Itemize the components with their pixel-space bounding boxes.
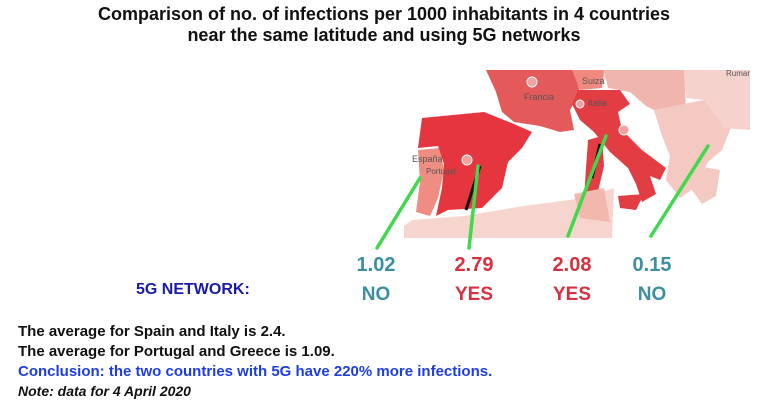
stat-portugal-value: 1.02 [356, 254, 396, 276]
map-greece [692, 166, 720, 204]
title-line-2: near the same latitude and using 5G netw… [187, 25, 581, 45]
map-north-africa [404, 188, 614, 238]
map-label-france: Francia [524, 92, 554, 102]
notes-block: The average for Spain and Italy is 2.4. … [18, 322, 758, 400]
map-portugal [416, 148, 444, 216]
pointer-line-spain [467, 164, 480, 250]
map-dot-rome [618, 124, 630, 136]
map-switzerland [572, 70, 604, 90]
stat-portugal: 1.02 NO [326, 252, 426, 308]
map-label-switzerland: Suiza [582, 76, 605, 86]
map-central-europe [604, 70, 686, 116]
map-dot-madrid [461, 154, 473, 166]
map-label-spain: España [412, 154, 443, 164]
map-sicily [618, 194, 644, 210]
map-france [486, 70, 580, 132]
stat-spain-value: 2.79 [454, 254, 494, 276]
note-line-2: The average for Portugal and Greece is 1… [18, 343, 335, 360]
network-label: 5G NETWORK: [136, 281, 250, 298]
map-dot-milan [575, 99, 585, 109]
pointer-line-greece [649, 144, 710, 238]
conclusion-text: Conclusion: the two countries with 5G ha… [18, 363, 493, 380]
map-dot-paris [526, 76, 538, 88]
stat-spain-5g: YES [454, 284, 494, 305]
stat-greece: 0.15 NO [602, 252, 702, 308]
stat-portugal-5g: NO [361, 284, 391, 305]
stat-italy-5g: YES [552, 284, 592, 305]
map-spain [418, 112, 532, 216]
stat-greece-5g: NO [637, 284, 667, 305]
map-italy [572, 90, 666, 202]
stat-greece-value: 0.15 [632, 254, 672, 276]
stat-italy-value: 2.08 [552, 254, 592, 276]
pointer-line-portugal [375, 176, 422, 250]
date-note: Note: data for 4 April 2020 [18, 383, 191, 399]
note-line-1: The average for Spain and Italy is 2.4. [18, 323, 286, 340]
map-label-portugal: Portugal [426, 167, 456, 176]
map-label-italy: Italia [588, 98, 607, 108]
chart-title: Comparison of no. of infections per 1000… [0, 4, 768, 46]
stat-spain: 2.79 YES [424, 252, 524, 308]
pointer-line-italy [566, 134, 608, 238]
map-label-romania: Rumania [726, 70, 750, 78]
map-romania [684, 70, 750, 130]
stat-italy: 2.08 YES [522, 252, 622, 308]
map-balkans [654, 100, 734, 198]
title-line-1: Comparison of no. of infections per 1000… [97, 4, 671, 24]
